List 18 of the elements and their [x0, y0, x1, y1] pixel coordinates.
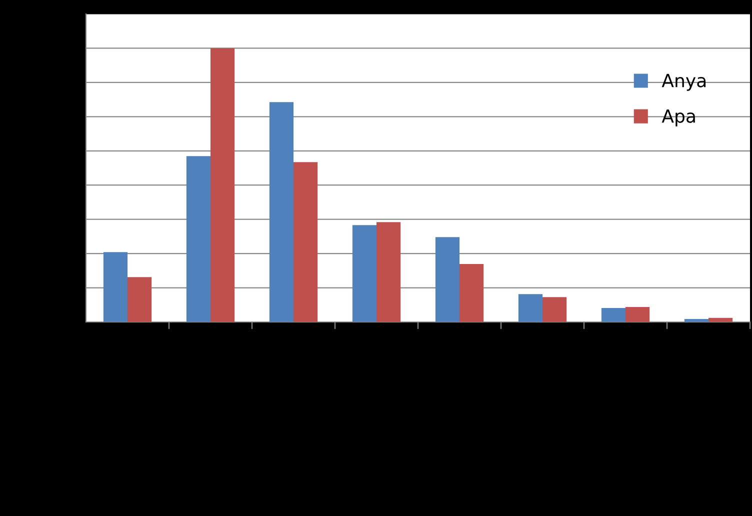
bar: [460, 264, 484, 322]
legend-label: Apa: [662, 109, 695, 126]
bar: [376, 222, 401, 322]
bar: [542, 297, 567, 322]
bar: [103, 252, 128, 322]
bar: [294, 162, 318, 322]
bar: [210, 48, 235, 322]
bar: [684, 318, 708, 322]
bar: [186, 156, 210, 322]
bar: [128, 277, 152, 322]
legend-label: Anya: [662, 74, 706, 91]
bar: [269, 102, 294, 322]
bar: [601, 308, 626, 322]
bar: [352, 225, 376, 322]
bar: [435, 237, 460, 322]
bar: [708, 318, 733, 322]
bar: [518, 294, 542, 322]
bar: [626, 306, 650, 322]
